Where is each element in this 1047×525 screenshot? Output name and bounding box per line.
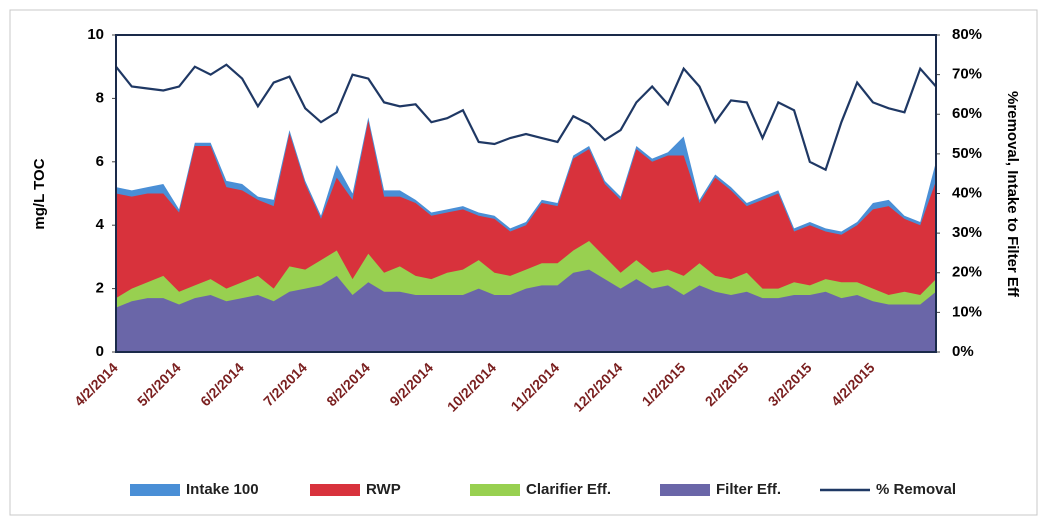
y2-axis-title: %removal, Intake to Filter Eff xyxy=(1004,91,1021,298)
legend-swatch xyxy=(310,484,360,496)
y-tick-label: 4 xyxy=(96,216,105,233)
area xyxy=(116,269,936,352)
y2-tick-label: 0% xyxy=(952,343,974,360)
y-tick-label: 8 xyxy=(96,89,104,106)
y2-tick-label: 30% xyxy=(952,224,982,241)
legend-label: Intake 100 xyxy=(186,481,259,498)
legend-label: RWP xyxy=(366,481,401,498)
legend-swatch xyxy=(660,484,710,496)
legend-swatch xyxy=(130,484,180,496)
y2-tick-label: 60% xyxy=(952,105,982,122)
y-tick-label: 6 xyxy=(96,153,104,170)
legend-swatch xyxy=(470,484,520,496)
y2-tick-label: 80% xyxy=(952,26,982,43)
y2-tick-label: 70% xyxy=(952,66,982,83)
y-tick-label: 10 xyxy=(87,26,104,43)
plot-border xyxy=(115,34,937,353)
y-tick-label: 2 xyxy=(96,280,104,297)
legend-label: Filter Eff. xyxy=(716,481,781,498)
y2-tick-label: 10% xyxy=(952,303,982,320)
legend-label: % Removal xyxy=(876,481,956,498)
y2-tick-label: 40% xyxy=(952,184,982,201)
y-tick-label: 0 xyxy=(96,343,104,360)
y2-tick-label: 50% xyxy=(952,145,982,162)
removal-line xyxy=(115,63,937,172)
legend-label: Clarifier Eff. xyxy=(526,481,611,498)
y-axis-title: mg/L TOC xyxy=(31,158,48,229)
y2-tick-label: 20% xyxy=(952,264,982,281)
